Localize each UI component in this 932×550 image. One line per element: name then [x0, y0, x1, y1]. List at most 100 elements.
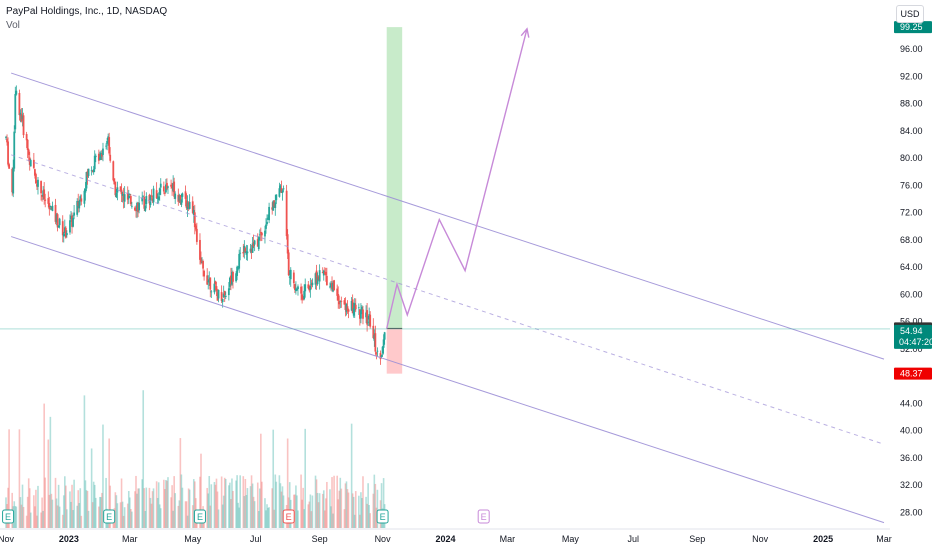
- earnings-icon: [282, 509, 295, 524]
- candle-body: [106, 141, 109, 144]
- candle-body: [292, 272, 295, 284]
- candle-body: [251, 243, 254, 253]
- earnings-marker[interactable]: E: [376, 509, 389, 524]
- channel-middle-line: [11, 154, 885, 445]
- candle-body: [172, 183, 175, 191]
- candle-body: [206, 275, 209, 285]
- price-tag-bg: [894, 367, 932, 380]
- candle-body: [151, 198, 154, 201]
- price-axis-label: 92.00: [900, 71, 923, 81]
- earnings-marker[interactable]: E: [2, 509, 15, 524]
- earnings-marker[interactable]: E: [193, 509, 206, 524]
- candle-body: [128, 194, 131, 195]
- volume-bar: [369, 513, 371, 528]
- volume-bar: [308, 501, 311, 528]
- earnings-icon: [477, 509, 490, 524]
- volume-bar: [281, 486, 284, 528]
- volume-bar: [200, 453, 202, 528]
- volume-bar: [237, 502, 239, 528]
- volume-bar: [304, 428, 307, 528]
- volume-bar: [180, 474, 183, 528]
- earnings-marker[interactable]: E: [282, 509, 295, 524]
- candle-body: [310, 284, 313, 286]
- volume-bar: [314, 475, 317, 528]
- volume-bar: [33, 495, 35, 528]
- candle-body: [209, 277, 212, 290]
- candle-body: [329, 286, 331, 288]
- candle-body: [259, 232, 262, 234]
- volume-bar: [77, 490, 80, 528]
- candle-body: [107, 136, 110, 141]
- earnings-marker[interactable]: E: [103, 509, 116, 524]
- candle-body: [250, 248, 253, 253]
- candle-body: [357, 307, 360, 309]
- candle-body: [54, 204, 57, 222]
- volume-bar: [20, 504, 23, 528]
- price-axis-label: 28.00: [900, 507, 923, 517]
- volume-bar: [303, 509, 305, 528]
- candle-body: [382, 339, 385, 348]
- volume-bar: [346, 489, 349, 528]
- price-tag-value: 54.94: [900, 326, 923, 336]
- volume-bar: [42, 510, 44, 528]
- candle-body: [296, 289, 298, 291]
- volume-bar: [62, 495, 65, 528]
- candle-body: [321, 272, 324, 274]
- volume-bar: [108, 438, 110, 528]
- symbol-title: PayPal Holdings, Inc., 1D, NASDAQ: [6, 6, 168, 17]
- volume-bar: [37, 485, 39, 528]
- volume-bar: [300, 474, 302, 528]
- candle-body: [87, 168, 90, 176]
- candle-body: [149, 195, 152, 206]
- volume-bar: [280, 491, 283, 528]
- candle-body: [77, 201, 80, 206]
- volume-bar: [188, 489, 191, 528]
- volume-bar: [272, 429, 275, 528]
- candle-body: [308, 287, 311, 291]
- time-axis-label: Sep: [689, 534, 705, 544]
- candle-body: [256, 239, 259, 247]
- volume-bar: [330, 506, 332, 528]
- volume-bar: [185, 501, 188, 528]
- candle-body: [8, 164, 10, 169]
- candle-body: [152, 188, 155, 203]
- volume-bar: [69, 491, 71, 528]
- time-axis-label: May: [184, 534, 202, 544]
- candle-body: [148, 194, 151, 204]
- earnings-icon: [103, 509, 116, 524]
- volume-bar: [273, 509, 276, 528]
- volume-bar: [21, 484, 24, 528]
- candle-body: [55, 214, 58, 223]
- volume-bar: [194, 481, 196, 528]
- candle-body: [318, 270, 321, 282]
- candle-body: [214, 281, 217, 285]
- candle-body: [285, 190, 288, 237]
- candle-body: [12, 167, 15, 194]
- volume-bar: [360, 492, 362, 528]
- volume-bar: [130, 509, 132, 528]
- volume-bar: [231, 478, 233, 528]
- volume-bar: [264, 498, 266, 528]
- candle-body: [184, 191, 187, 199]
- volume-bar: [267, 507, 269, 528]
- candle-body: [70, 216, 72, 220]
- candle-body: [20, 114, 23, 122]
- stop-zone: [386, 328, 403, 374]
- earnings-marker[interactable]: E: [477, 509, 490, 524]
- candle-body: [222, 293, 225, 298]
- volume-bar: [221, 504, 224, 528]
- candle-body: [14, 94, 17, 130]
- volume-bar: [14, 506, 17, 528]
- volume-bar: [61, 514, 64, 528]
- candle-body: [150, 195, 153, 197]
- currency-button[interactable]: USD: [896, 5, 924, 23]
- candle-body: [297, 286, 299, 290]
- candle-body: [302, 298, 305, 300]
- volume-bar: [149, 497, 152, 528]
- volume-bar: [191, 505, 194, 528]
- candle-body: [65, 233, 68, 236]
- volume-bar: [72, 510, 74, 528]
- volume-bar: [83, 395, 86, 528]
